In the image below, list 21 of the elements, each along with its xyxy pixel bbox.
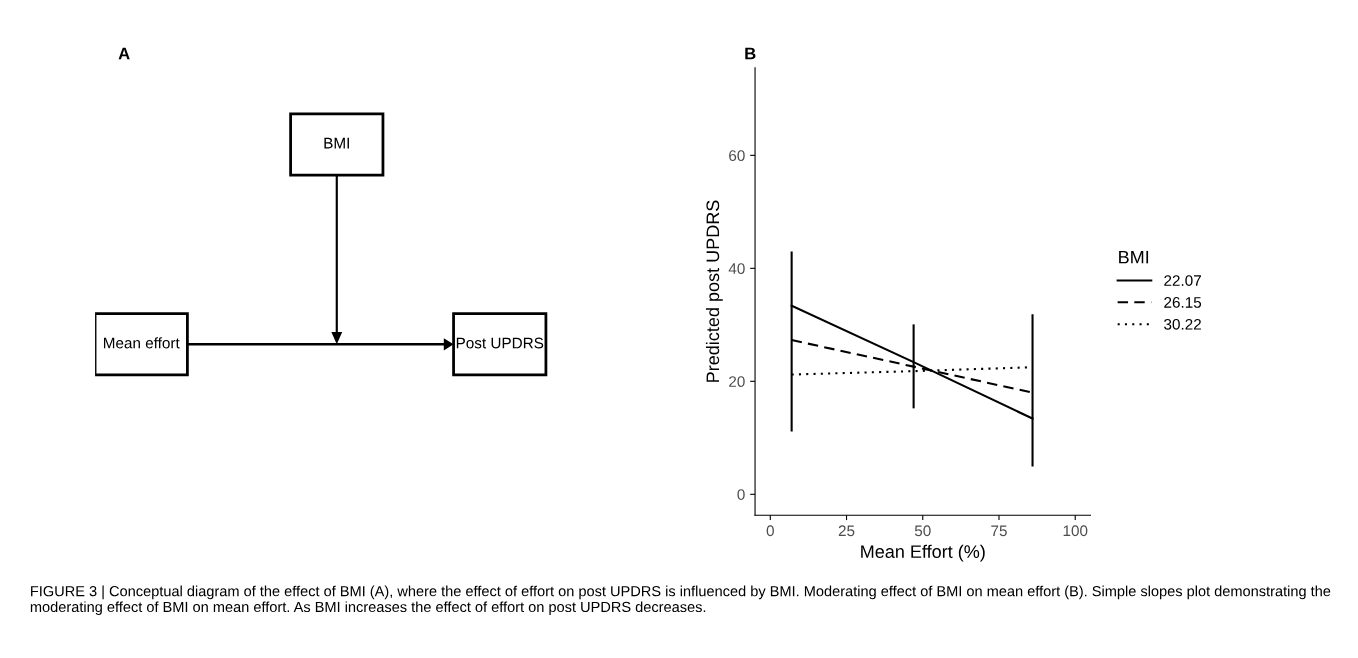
legend-label: 30.22 (1164, 318, 1201, 330)
y-tick-label: 60 (729, 150, 745, 162)
caption: FIGURE 3 | Conceptual diagram of the effect of BMI (A), where the effect of effort on post UPDRS is influenced by BMI. Moderating effect of BMI on mean effort (B). Simple slopes plot demonstrating the moderating effect of BMI on mean effort. As BMI increases the effect of effort on post UPDRS decreases. (30, 585, 1331, 615)
y-axis-title: Predicted post UPDRS (705, 200, 723, 382)
x-tick-label: 75 (991, 525, 1007, 537)
legend-title: BMI (1119, 250, 1149, 264)
legend-label: 26.15 (1164, 297, 1202, 308)
legend-label: 22.07 (1164, 275, 1201, 286)
text: Post UPDRS (456, 337, 544, 349)
y-tick-label: 40 (728, 263, 745, 275)
text: BMI (324, 137, 349, 149)
chart-title: B (745, 47, 756, 60)
text: A (118, 47, 130, 60)
text: Mean effort (103, 337, 180, 349)
y-tick-label: 0 (737, 489, 745, 500)
x-tick-label: 50 (914, 525, 931, 537)
x-tick-label: 100 (1063, 525, 1088, 537)
y-tick-label: 20 (729, 376, 745, 388)
x-axis-title: Mean Effort (%) (861, 544, 985, 562)
x-tick-label: 0 (766, 525, 774, 537)
x-tick-label: 25 (838, 525, 855, 537)
